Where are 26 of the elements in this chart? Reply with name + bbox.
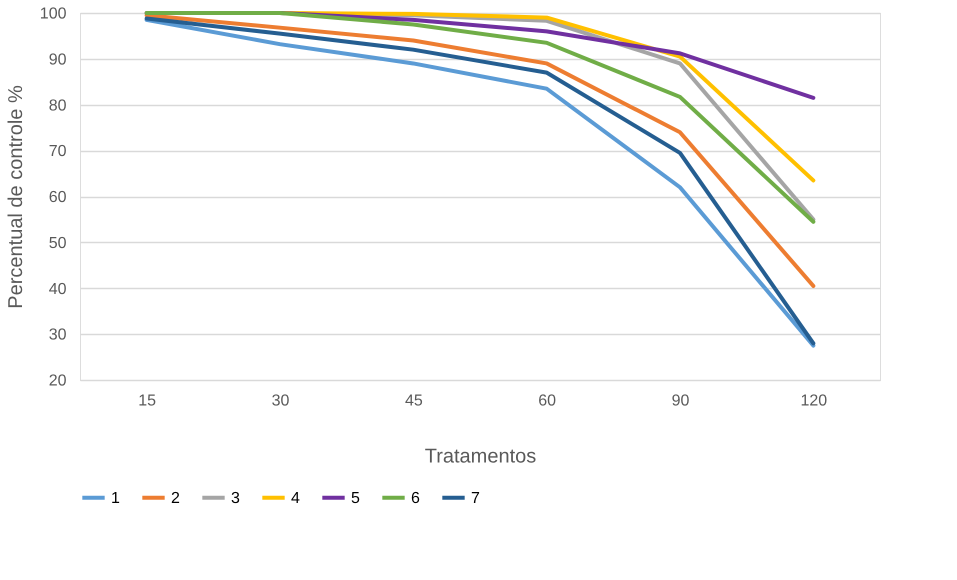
- y-tick-label: 30: [48, 326, 67, 344]
- y-axis-title: Percentual de controle %: [4, 85, 27, 309]
- x-tick-label: 60: [538, 392, 556, 410]
- line-series: [144, 11, 816, 224]
- x-tick-label: 120: [800, 392, 828, 410]
- y-tick-label: 80: [48, 97, 67, 114]
- legend-label: 7: [471, 490, 480, 507]
- x-axis-title: Tratamentos: [424, 446, 536, 468]
- legend-label: 6: [411, 490, 420, 507]
- x-tick-label: 45: [404, 392, 423, 410]
- x-tick-label: 15: [138, 392, 156, 410]
- legend-label: 3: [231, 490, 240, 507]
- legend-label: 5: [351, 490, 360, 507]
- legend-label: 1: [111, 490, 120, 507]
- legend-label: 4: [291, 490, 300, 507]
- y-tick-label: 20: [48, 372, 67, 390]
- y-tick-label: 90: [48, 51, 67, 68]
- x-tick-label: 30: [272, 392, 290, 410]
- y-tick-label: 60: [48, 189, 67, 206]
- y-tick-label: 40: [48, 280, 67, 298]
- y-tick-label: 50: [48, 234, 67, 252]
- y-tick-label: 70: [48, 143, 67, 160]
- x-tick-label: 90: [672, 392, 690, 410]
- line-series: [144, 13, 816, 288]
- legend-label: 2: [171, 490, 180, 507]
- y-tick-label: 100: [40, 6, 67, 22]
